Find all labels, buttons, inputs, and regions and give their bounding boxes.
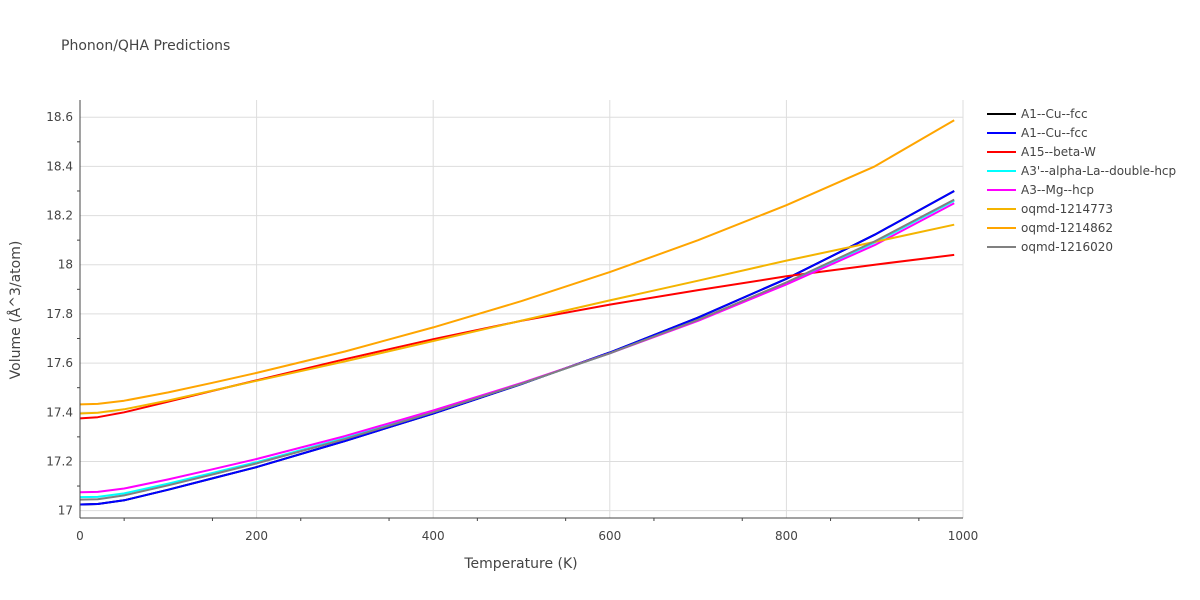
- plot-area: [79, 119, 955, 506]
- x-tick-label: 1000: [948, 529, 979, 543]
- y-tick-label: 18: [58, 258, 73, 272]
- x-axis-title: Temperature (K): [463, 556, 577, 572]
- x-tick-label: 200: [245, 529, 268, 543]
- series-line[interactable]: [79, 202, 955, 494]
- y-axis-title: Volume (Å^3/atom): [7, 241, 24, 380]
- y-tick-label: 17.8: [46, 307, 73, 321]
- series-line[interactable]: [79, 198, 955, 501]
- legend-label: oqmd-1214773: [1021, 202, 1113, 216]
- legend-item[interactable]: oqmd-1214862: [987, 221, 1113, 235]
- y-tick-label: 18.4: [46, 159, 73, 173]
- legend-label: A3--Mg--hcp: [1021, 183, 1094, 197]
- series-line[interactable]: [79, 253, 955, 420]
- axes: 0 200 400 600 800 1000 17 17.2 17.4 17.6 17.8 18 18.…: [46, 100, 978, 543]
- y-tick-label: 18.6: [46, 110, 73, 124]
- grid: [80, 100, 964, 518]
- y-tick-label: 17: [58, 504, 73, 518]
- x-tick-label: 600: [598, 529, 621, 543]
- legend-label: oqmd-1216020: [1021, 240, 1113, 254]
- x-tick-label: 800: [775, 529, 798, 543]
- series-line[interactable]: [79, 190, 955, 506]
- x-tick-label: 400: [422, 529, 445, 543]
- legend-item[interactable]: A15--beta-W: [987, 145, 1096, 159]
- legend-item[interactable]: oqmd-1216020: [987, 240, 1113, 254]
- chart-title: Phonon/QHA Predictions: [61, 38, 230, 54]
- legend-label: A1--Cu--fcc: [1021, 126, 1088, 140]
- series-line[interactable]: [79, 190, 955, 506]
- y-tick-label: 18.2: [46, 209, 73, 223]
- y-tick-label: 17.6: [46, 356, 73, 370]
- legend-label: A1--Cu--fcc: [1021, 107, 1088, 121]
- legend-label: oqmd-1214862: [1021, 221, 1113, 235]
- legend-item[interactable]: A1--Cu--fcc: [987, 126, 1088, 140]
- series-line[interactable]: [79, 223, 955, 415]
- y-tick-label: 17.2: [46, 454, 73, 468]
- legend[interactable]: A1--Cu--fcc A1--Cu--fcc A15--beta-W A3'--al…: [987, 107, 1176, 254]
- legend-item[interactable]: oqmd-1214773: [987, 202, 1113, 216]
- legend-item[interactable]: A3'--alpha-La--double-hcp: [987, 164, 1176, 178]
- y-tick-label: 17.4: [46, 405, 73, 419]
- series-line[interactable]: [79, 199, 955, 499]
- series-line[interactable]: [79, 119, 955, 406]
- legend-label: A3'--alpha-La--double-hcp: [1021, 164, 1176, 178]
- legend-item[interactable]: A3--Mg--hcp: [987, 183, 1094, 197]
- x-tick-label: 0: [76, 529, 84, 543]
- legend-label: A15--beta-W: [1021, 145, 1096, 159]
- legend-item[interactable]: A1--Cu--fcc: [987, 107, 1088, 121]
